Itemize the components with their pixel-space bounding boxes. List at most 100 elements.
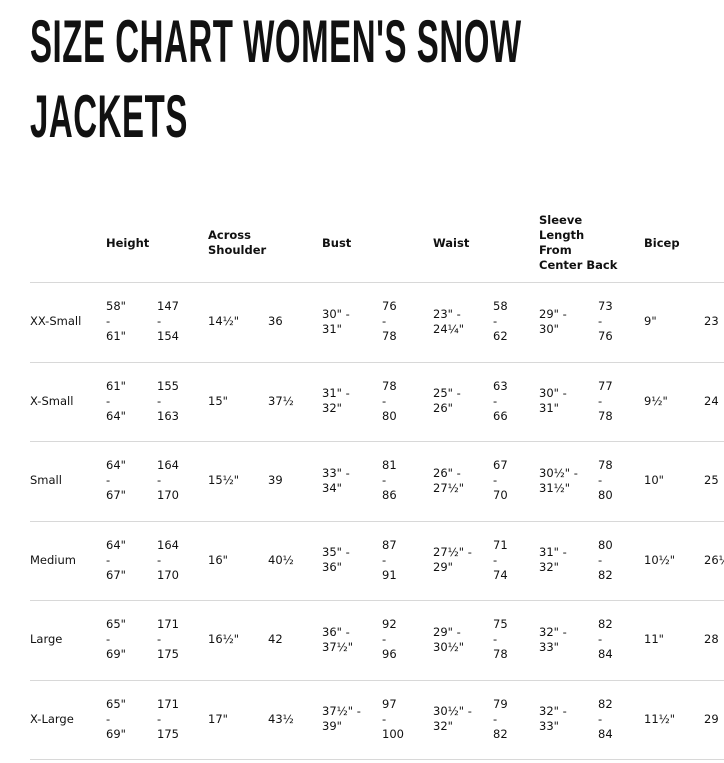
column-header-text: Bicep xyxy=(644,235,680,250)
measure-cell-text: 87 - 91 xyxy=(382,537,397,582)
measure-cell-text: 75 - 78 xyxy=(493,617,508,662)
measure-cell-text: 65" - 69" xyxy=(106,696,126,741)
column-header-text: Height xyxy=(106,235,150,250)
measure-cell: 29" - 30" xyxy=(539,282,589,362)
measure-cell-text: 79 - 82 xyxy=(493,696,508,741)
size-label-text: X-Small xyxy=(30,393,74,408)
column-header: Bust xyxy=(322,216,402,270)
measure-cell: 82 - 84 xyxy=(598,680,618,760)
column-header: Height xyxy=(106,216,186,270)
size-label: X-Large xyxy=(30,680,90,760)
row-divider xyxy=(30,600,724,601)
column-header-text: Sleeve Length From Center Back xyxy=(539,213,618,272)
row-divider xyxy=(30,441,724,442)
measure-cell: 171 - 175 xyxy=(157,680,181,760)
measure-cell-text: 171 - 175 xyxy=(157,696,179,741)
measure-cell-text: 30½" - 31½" xyxy=(539,465,578,495)
measure-cell: 31" - 32" xyxy=(539,521,589,601)
measure-cell-text: 32" - 33" xyxy=(539,624,567,654)
measure-cell: 30" - 31" xyxy=(539,362,589,442)
measure-cell: 30½" - 32" xyxy=(433,680,483,760)
measure-cell-text: 33" - 34" xyxy=(322,465,350,495)
measure-cell-text: 92 - 96 xyxy=(382,617,397,662)
row-divider xyxy=(30,361,724,363)
measure-cell-text: 82 - 84 xyxy=(598,696,613,741)
measure-cell: 42 xyxy=(268,600,308,680)
size-label-text: Small xyxy=(30,473,62,488)
measure-cell: 28 xyxy=(704,600,724,680)
size-label-text: XX-Small xyxy=(30,314,82,329)
measure-cell-text: 27½" - 29" xyxy=(433,545,472,575)
row-divider xyxy=(30,759,724,760)
measure-cell: 164 - 170 xyxy=(157,441,181,521)
measure-cell: 26" - 27½" xyxy=(433,441,483,521)
measure-cell-text: 10½" xyxy=(644,552,676,567)
measure-cell: 64" - 67" xyxy=(106,521,132,601)
measure-cell: 155 - 163 xyxy=(157,362,181,442)
measure-cell: 16½" xyxy=(208,600,260,680)
measure-cell-text: 82 - 84 xyxy=(598,617,613,662)
measure-cell-text: 65" - 69" xyxy=(106,617,126,662)
measure-cell: 78 - 80 xyxy=(382,362,402,442)
measure-cell-text: 36" - 37½" xyxy=(322,624,354,654)
measure-cell-text: 16" xyxy=(208,552,228,567)
measure-cell-text: 30½" - 32" xyxy=(433,704,472,734)
measure-cell-text: 26½ xyxy=(704,552,724,567)
measure-cell: 71 - 74 xyxy=(493,521,513,601)
measure-cell: 39 xyxy=(268,441,308,521)
measure-cell-text: 73 - 76 xyxy=(598,299,613,344)
measure-cell: 37½" - 39" xyxy=(322,680,370,760)
measure-cell-text: 58 - 62 xyxy=(493,299,508,344)
measure-cell-text: 78 - 80 xyxy=(598,458,613,503)
measure-cell: 58 - 62 xyxy=(493,282,513,362)
measure-cell-text: 14½" xyxy=(208,314,240,329)
measure-cell-text: 32" - 33" xyxy=(539,704,567,734)
measure-cell: 97 - 100 xyxy=(382,680,404,760)
measure-cell-text: 37½ xyxy=(268,393,294,408)
size-label: XX-Small xyxy=(30,282,90,362)
measure-cell: 15" xyxy=(208,362,260,442)
measure-cell-text: 25" - 26" xyxy=(433,386,461,416)
measure-cell-text: 31" - 32" xyxy=(322,386,350,416)
measure-cell: 9½" xyxy=(644,362,696,442)
measure-cell-text: 35" - 36" xyxy=(322,545,350,575)
measure-cell-text: 164 - 170 xyxy=(157,458,179,503)
measure-cell: 23 xyxy=(704,282,724,362)
measure-cell-text: 26" - 27½" xyxy=(433,465,465,495)
measure-cell-text: 147 - 154 xyxy=(157,299,179,344)
measure-cell: 11" xyxy=(644,600,696,680)
measure-cell-text: 171 - 175 xyxy=(157,617,179,662)
measure-cell: 81 - 86 xyxy=(382,441,402,521)
column-header-text: Waist xyxy=(433,235,470,250)
measure-cell-text: 64" - 67" xyxy=(106,537,126,582)
measure-cell: 79 - 82 xyxy=(493,680,513,760)
measure-cell-text: 42 xyxy=(268,632,283,647)
measure-cell: 67 - 70 xyxy=(493,441,513,521)
column-header: Across Shoulder xyxy=(208,216,268,270)
measure-cell-text: 71 - 74 xyxy=(493,537,508,582)
measure-cell-text: 40½ xyxy=(268,552,294,567)
measure-cell-text: 25 xyxy=(704,473,719,488)
row-divider xyxy=(30,520,724,522)
size-label: Large xyxy=(30,600,90,680)
measure-cell: 29" - 30½" xyxy=(433,600,483,680)
measure-cell-text: 81 - 86 xyxy=(382,458,397,503)
measure-cell: 75 - 78 xyxy=(493,600,513,680)
measure-cell: 30" - 31" xyxy=(322,282,370,362)
measure-cell: 25 xyxy=(704,441,724,521)
column-header: Sleeve Length From Center Back xyxy=(539,213,619,272)
measure-cell: 10" xyxy=(644,441,696,521)
measure-cell: 58" - 61" xyxy=(106,282,132,362)
size-label: Small xyxy=(30,441,90,521)
measure-cell: 36" - 37½" xyxy=(322,600,370,680)
measure-cell: 9" xyxy=(644,282,696,362)
column-header: Bicep xyxy=(644,216,714,270)
measure-cell: 43½ xyxy=(268,680,308,760)
measure-cell-text: 23" - 24¼" xyxy=(433,306,465,336)
measure-cell: 32" - 33" xyxy=(539,680,589,760)
measure-cell-text: 58" - 61" xyxy=(106,299,126,344)
measure-cell: 164 - 170 xyxy=(157,521,181,601)
measure-cell: 37½ xyxy=(268,362,308,442)
measure-cell: 92 - 96 xyxy=(382,600,402,680)
measure-cell: 29 xyxy=(704,680,724,760)
